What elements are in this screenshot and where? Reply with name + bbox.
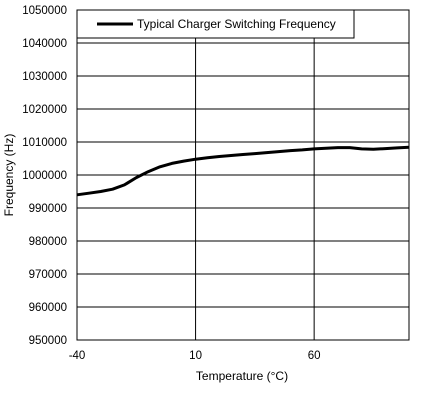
x-tick-label: -40 — [69, 350, 86, 362]
y-tick-label: 980000 — [29, 236, 67, 248]
series-lines — [76, 145, 410, 197]
y-tick-label: 1040000 — [22, 38, 67, 50]
y-tick-label: 950000 — [29, 335, 67, 347]
x-tick-label: 10 — [189, 350, 202, 362]
x-tick-label: 60 — [308, 350, 321, 362]
y-axis-label: Frequency (Hz) — [2, 134, 16, 217]
y-tick-label: 1030000 — [22, 71, 67, 83]
series-line — [76, 145, 410, 197]
legend: Typical Charger Switching Frequency — [76, 9, 355, 39]
tick-labels: 9500009600009700009800009900001000000101… — [22, 5, 320, 362]
y-tick-label: 1000000 — [22, 170, 67, 182]
y-tick-label: 970000 — [29, 269, 67, 281]
grid-lines — [77, 10, 409, 340]
x-axis-label: Temperature (°C) — [196, 369, 288, 383]
y-tick-label: 960000 — [29, 302, 67, 314]
y-tick-label: 1050000 — [22, 5, 67, 17]
y-tick-label: 1020000 — [22, 104, 67, 116]
y-tick-label: 1010000 — [22, 137, 67, 149]
legend-label: Typical Charger Switching Frequency — [137, 17, 336, 31]
y-tick-label: 990000 — [29, 203, 67, 215]
